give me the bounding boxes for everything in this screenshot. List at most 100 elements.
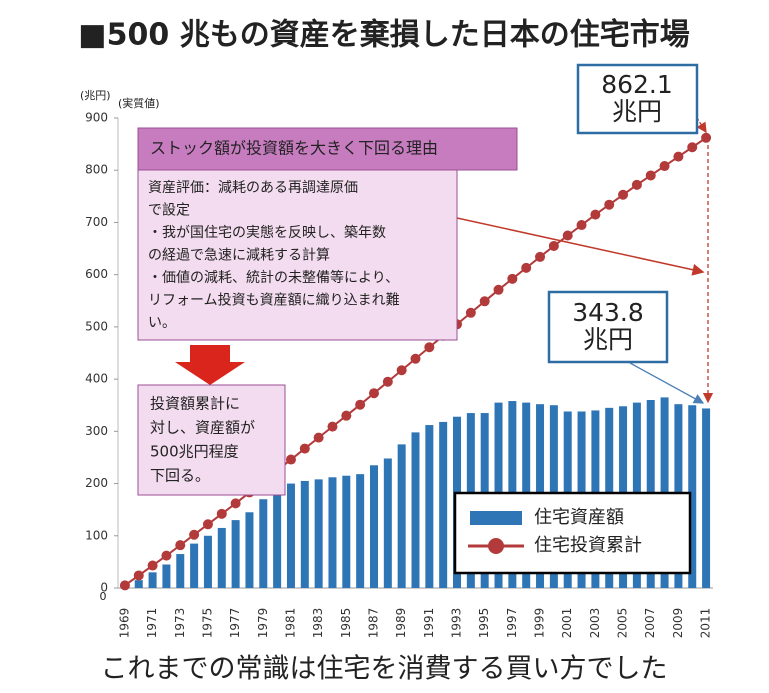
bar (286, 483, 295, 588)
x-tick-label: 1987 (366, 608, 380, 639)
marker (355, 399, 366, 410)
y-tick-label: 500 (85, 319, 108, 333)
marker (382, 376, 393, 387)
bar (148, 572, 157, 588)
y-tick-label: 700 (85, 215, 108, 229)
marker (687, 142, 698, 153)
legend (453, 491, 692, 575)
bar (231, 520, 240, 588)
marker (133, 570, 144, 581)
marker (535, 251, 546, 262)
marker (424, 342, 435, 353)
marker (161, 550, 172, 561)
reason-title-box (137, 127, 518, 171)
legend-label: 住宅投資累計 (534, 535, 642, 556)
x-tick-label: 2005 (616, 608, 630, 639)
y-tick-label: 300 (85, 424, 108, 438)
marker (119, 580, 130, 591)
marker (645, 170, 656, 181)
marker (202, 519, 213, 530)
y-unit: (兆円) (80, 89, 111, 102)
x-tick-label: 1993 (450, 608, 464, 639)
marker (673, 151, 684, 162)
x-tick-label: 1989 (394, 608, 408, 639)
callout-box (547, 290, 669, 364)
origin-label: 0 (100, 590, 107, 603)
y-tick-label: 400 (85, 372, 108, 386)
bar (259, 499, 268, 588)
x-tick-label: 1981 (283, 608, 297, 639)
reason-text: ・我が国住宅の実態を反映し、築年数 (148, 225, 386, 241)
legend-swatch (470, 511, 522, 525)
marker (701, 132, 712, 143)
result-text: 下回る。 (150, 467, 210, 485)
callout-box (576, 63, 699, 135)
bar (688, 405, 697, 588)
bar (300, 480, 309, 588)
result-text: 500兆円程度 (150, 443, 239, 461)
bar (162, 564, 171, 588)
marker (521, 262, 532, 273)
marker (396, 365, 407, 376)
reason-text: い。 (148, 315, 176, 331)
x-tick-label: 1995 (477, 608, 491, 639)
bar (328, 477, 337, 588)
marker (562, 230, 573, 241)
y-tick-label: 200 (85, 476, 108, 490)
marker (576, 220, 587, 231)
y-tick-label: 600 (85, 267, 108, 281)
y-tick-label: 900 (85, 111, 108, 125)
marker (327, 421, 338, 432)
bar (273, 491, 282, 588)
bar (190, 543, 199, 588)
legend-swatch (488, 538, 504, 554)
reason-text: リフォーム投資も資産額に織り込まれ難 (148, 293, 400, 309)
result-text: 対し、資産額が (150, 419, 255, 437)
bar (383, 458, 392, 588)
x-tick-label: 1975 (200, 608, 214, 639)
x-tick-label: 2007 (643, 608, 657, 639)
bar (203, 535, 212, 588)
marker (493, 284, 504, 295)
marker (465, 307, 476, 318)
x-tick-label: 2003 (588, 608, 602, 639)
marker (299, 443, 310, 454)
arrow (629, 362, 705, 404)
marker (590, 209, 601, 220)
bar (245, 512, 254, 588)
down-arrow (175, 345, 245, 385)
x-tick-label: 1991 (422, 608, 436, 639)
x-tick-label: 1977 (228, 608, 242, 639)
x-tick-label: 1971 (145, 608, 159, 639)
x-tick-label: 1969 (117, 608, 131, 639)
marker (507, 273, 518, 284)
marker (341, 410, 352, 421)
marker (368, 388, 379, 399)
x-tick-label: 1983 (311, 608, 325, 639)
marker (631, 179, 642, 190)
chart-title: ■500 兆もの資産を棄損した日本の住宅市場 (78, 18, 689, 53)
x-tick-label: 1999 (533, 608, 547, 639)
reason-box (137, 169, 458, 341)
result-box (137, 384, 286, 496)
x-tick-label: 1997 (505, 608, 519, 639)
reason-title: ストック額が投資額を大きく下回る理由 (150, 139, 438, 158)
x-tick-label: 1979 (256, 608, 270, 639)
bar (397, 444, 406, 588)
marker (230, 498, 241, 509)
marker (175, 540, 186, 551)
bar (702, 408, 711, 588)
callout-text: 兆円 (583, 325, 633, 354)
bar (134, 580, 143, 588)
y-tick-label: 0 (100, 581, 108, 595)
legend-label: 住宅資産額 (534, 507, 624, 528)
marker (618, 189, 629, 200)
marker (410, 353, 421, 364)
caption: これまでの常識は住宅を消費する買い方でした (101, 654, 668, 685)
x-tick-label: 1985 (339, 608, 353, 639)
marker (313, 432, 324, 443)
marker (147, 560, 158, 571)
y-tick-label: 100 (85, 528, 108, 542)
marker (479, 296, 490, 307)
